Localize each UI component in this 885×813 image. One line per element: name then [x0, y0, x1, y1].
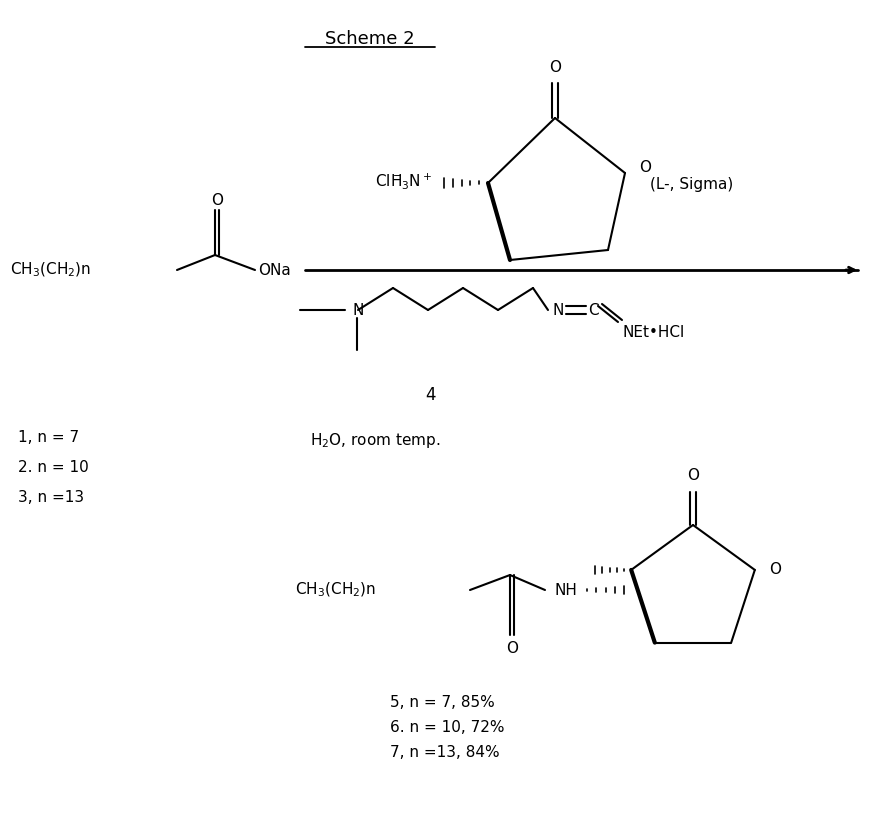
- Text: 7, n =13, 84%: 7, n =13, 84%: [390, 745, 500, 760]
- Text: O: O: [211, 193, 223, 207]
- Text: (L-, Sigma): (L-, Sigma): [650, 177, 734, 193]
- Text: 4: 4: [425, 386, 435, 404]
- Text: Scheme 2: Scheme 2: [325, 30, 415, 48]
- Text: NH: NH: [555, 582, 578, 598]
- Text: O: O: [549, 60, 561, 76]
- Text: 6. n = 10, 72%: 6. n = 10, 72%: [390, 720, 504, 735]
- Text: O: O: [687, 467, 699, 482]
- Text: H$_2$O, room temp.: H$_2$O, room temp.: [310, 431, 441, 450]
- Text: 5, n = 7, 85%: 5, n = 7, 85%: [390, 695, 495, 710]
- Text: H$_3$N$^+$: H$_3$N$^+$: [389, 171, 432, 191]
- Text: NEt•HCl: NEt•HCl: [622, 324, 684, 340]
- Text: O: O: [769, 563, 781, 577]
- Text: ONa: ONa: [258, 263, 291, 277]
- Text: 2. n = 10: 2. n = 10: [18, 460, 88, 475]
- Text: 3, n =13: 3, n =13: [18, 490, 84, 505]
- Text: N: N: [553, 302, 565, 318]
- Text: CH$_3$(CH$_2$)n: CH$_3$(CH$_2$)n: [295, 580, 376, 599]
- Text: N: N: [353, 302, 365, 318]
- Text: O: O: [639, 160, 651, 176]
- Text: 1, n = 7: 1, n = 7: [18, 430, 79, 445]
- Text: CH$_3$(CH$_2$)n: CH$_3$(CH$_2$)n: [10, 261, 91, 279]
- Text: Cl$^-$: Cl$^-$: [375, 173, 402, 189]
- Text: O: O: [506, 641, 518, 655]
- Text: C: C: [588, 302, 598, 318]
